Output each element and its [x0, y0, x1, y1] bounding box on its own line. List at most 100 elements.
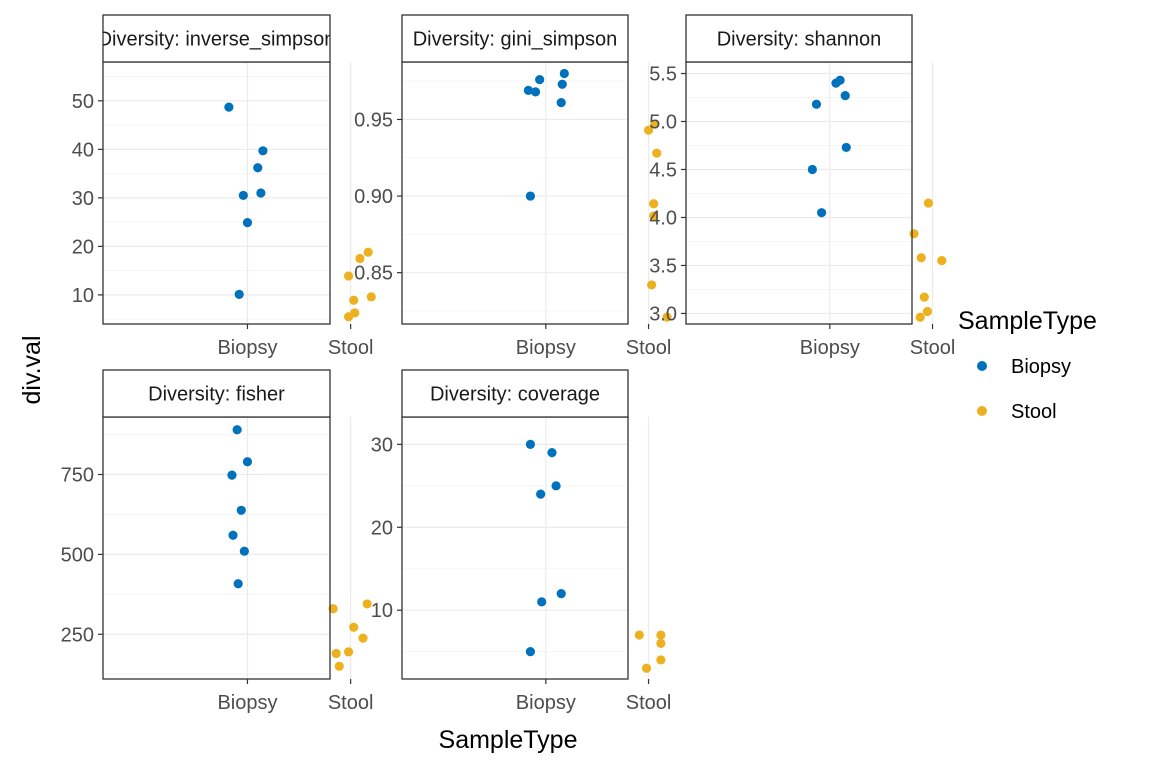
y-tick-label: 5.5	[649, 64, 677, 86]
data-point-stool	[915, 312, 925, 322]
x-tick-label-biopsy: Biopsy	[217, 692, 277, 714]
data-point-stool	[923, 198, 934, 208]
data-point-biopsy	[530, 87, 541, 97]
legend-title: SampleType	[958, 307, 1097, 335]
y-tick-label: 750	[61, 465, 94, 487]
facet-panel-coverage: 10 20 30 Biopsy Stool Diversity: coverage	[371, 369, 672, 714]
data-point-stool	[662, 312, 672, 322]
data-point-stool	[649, 199, 659, 209]
facet-strip-label: Diversity: fisher	[148, 384, 285, 406]
y-tick-label: 250	[61, 624, 94, 646]
y-tick-label: 5.0	[649, 112, 677, 134]
data-point-biopsy	[831, 78, 841, 88]
data-point-stool	[656, 655, 666, 665]
panel-background	[402, 417, 628, 679]
y-tick-label: 50	[72, 91, 94, 113]
y-tick-label: 4.5	[649, 159, 677, 181]
x-tick-label-biopsy: Biopsy	[800, 337, 860, 359]
data-point-stool	[366, 292, 376, 302]
x-tick-label-stool: Stool	[626, 692, 672, 714]
data-point-biopsy	[547, 448, 557, 458]
data-point-stool	[362, 599, 372, 609]
data-point-stool	[909, 229, 919, 239]
data-point-stool	[334, 661, 344, 671]
data-point-stool	[643, 125, 654, 135]
data-point-biopsy	[232, 425, 242, 435]
facet-strip	[102, 14, 331, 63]
x-tick-label-biopsy: Biopsy	[516, 337, 576, 359]
legend-key-biopsy	[977, 361, 987, 371]
facet-panel-inverse-simpson: 10 20 30 40 50 Biopsy Stool Diversity: inverse_…	[72, 14, 376, 359]
data-point-biopsy	[242, 457, 253, 467]
data-point-stool	[656, 638, 666, 648]
y-tick-label: 0.95	[354, 109, 393, 131]
data-point-biopsy	[227, 470, 237, 480]
legend: SampleType Biopsy Stool	[958, 307, 1097, 423]
data-point-biopsy	[234, 289, 244, 300]
facet-strip-label: Diversity: coverage	[430, 384, 600, 406]
data-point-biopsy	[817, 208, 827, 218]
data-point-stool	[349, 622, 359, 632]
data-point-biopsy	[811, 99, 822, 109]
y-tick-label: 3.5	[649, 255, 677, 277]
data-point-biopsy	[258, 146, 268, 156]
data-point-biopsy	[841, 142, 851, 153]
data-point-stool	[363, 247, 373, 257]
data-point-biopsy	[525, 439, 536, 449]
data-point-stool	[641, 663, 652, 673]
panel-background	[402, 62, 628, 324]
data-point-biopsy	[224, 102, 234, 112]
y-tick-label: 20	[371, 517, 393, 539]
data-point-stool	[652, 148, 662, 158]
data-point-biopsy	[238, 190, 248, 201]
facet-panel-shannon: 3.0 3.5 4.0 4.5 5.0 5.5 Biopsy Stool Diversity: …	[649, 14, 956, 359]
legend-label-biopsy: Biopsy	[1011, 356, 1071, 378]
data-point-stool	[922, 306, 933, 317]
facet-strip-label: Diversity: inverse_simpson	[98, 29, 336, 51]
data-point-stool	[937, 256, 947, 266]
legend-label-stool: Stool	[1011, 401, 1057, 423]
panel-background	[103, 62, 330, 324]
data-point-biopsy	[537, 597, 547, 607]
data-point-stool	[650, 119, 660, 129]
data-point-stool	[343, 647, 354, 657]
data-point-biopsy	[256, 188, 266, 198]
data-point-biopsy	[535, 75, 545, 85]
y-tick-label: 10	[72, 285, 94, 307]
data-point-biopsy	[525, 191, 536, 201]
y-tick-label: 500	[61, 544, 94, 566]
data-point-biopsy	[536, 489, 546, 499]
y-axis-title: div.val	[18, 335, 46, 404]
data-point-biopsy	[523, 85, 533, 95]
x-tick-label-biopsy: Biopsy	[516, 692, 576, 714]
data-point-biopsy	[551, 481, 561, 491]
data-point-stool	[634, 630, 644, 640]
data-point-biopsy	[239, 546, 249, 556]
x-tick-label-stool: Stool	[910, 337, 956, 359]
data-point-stool	[331, 648, 341, 659]
y-tick-label: 40	[72, 139, 94, 161]
x-tick-label-stool: Stool	[626, 337, 672, 359]
data-point-biopsy	[253, 163, 263, 173]
data-point-stool	[355, 253, 365, 264]
data-point-stool	[656, 630, 666, 640]
facet-strip	[685, 14, 913, 63]
data-point-biopsy	[236, 505, 246, 515]
y-tick-label: 20	[72, 236, 94, 258]
data-point-biopsy	[242, 217, 253, 228]
data-point-stool	[647, 280, 657, 290]
y-tick-label: 0.85	[354, 263, 393, 285]
x-tick-label-biopsy: Biopsy	[217, 337, 277, 359]
data-point-biopsy	[233, 579, 243, 589]
data-point-stool	[343, 271, 354, 281]
data-point-biopsy	[557, 79, 567, 89]
x-tick-label-stool: Stool	[328, 337, 374, 359]
facet-strip	[401, 14, 629, 63]
facet-strip-label: Diversity: shannon	[717, 29, 882, 51]
data-point-biopsy	[228, 530, 238, 540]
data-point-stool	[328, 604, 338, 614]
data-point-biopsy	[556, 589, 566, 599]
data-point-biopsy	[556, 98, 566, 108]
facet-strip	[401, 369, 629, 418]
